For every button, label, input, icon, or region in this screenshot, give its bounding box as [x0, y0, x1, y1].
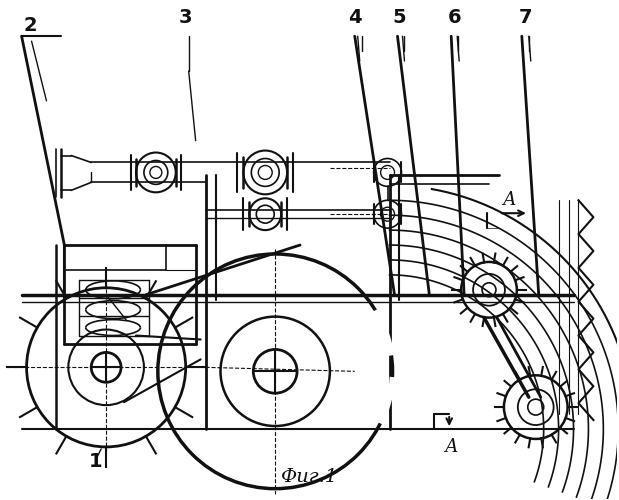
Text: 6: 6: [448, 8, 462, 28]
Text: 1: 1: [89, 452, 103, 471]
Text: 3: 3: [179, 8, 193, 28]
Text: 2: 2: [24, 16, 37, 35]
Text: Фиг.1: Фиг.1: [282, 468, 339, 485]
Text: 7: 7: [519, 8, 532, 28]
Text: 5: 5: [392, 8, 406, 28]
Text: А: А: [444, 438, 458, 456]
Text: 4: 4: [348, 8, 361, 28]
Text: А: А: [502, 192, 516, 210]
